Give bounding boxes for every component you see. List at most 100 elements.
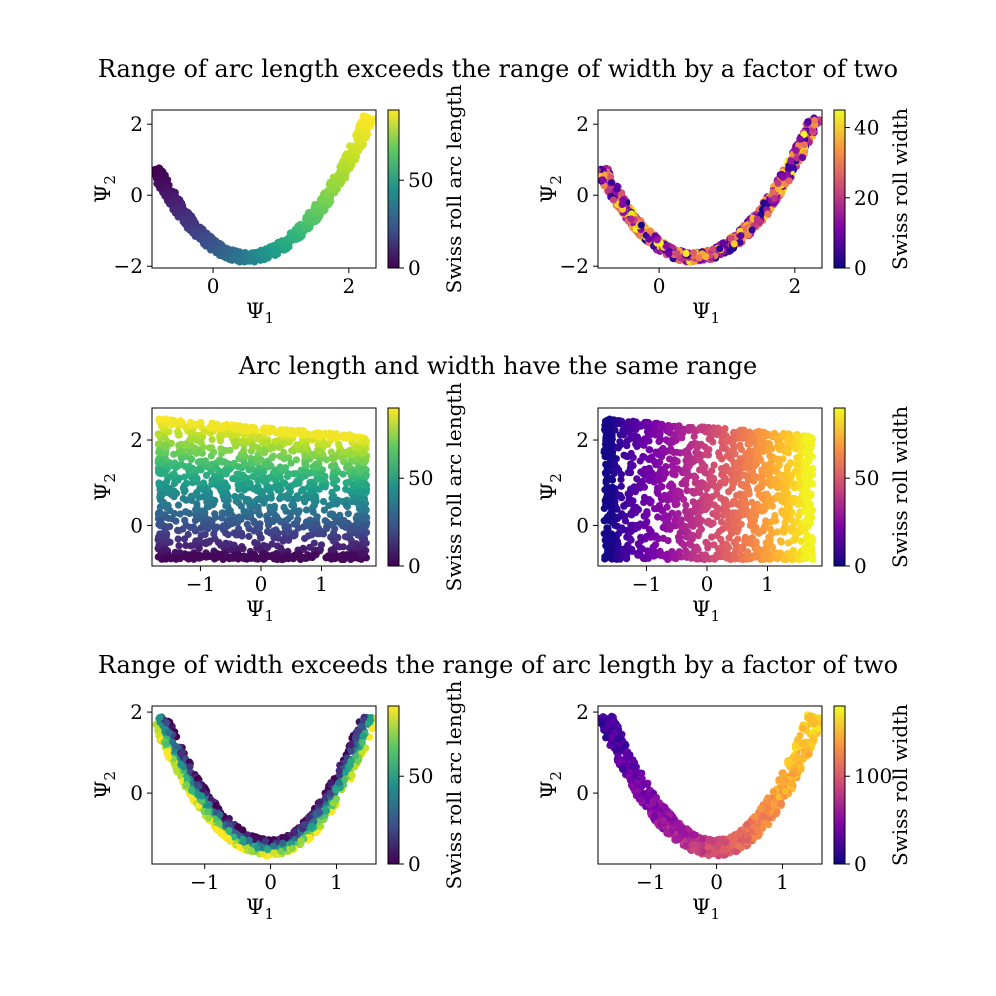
data-point bbox=[174, 535, 182, 543]
data-point bbox=[203, 498, 211, 506]
data-point bbox=[780, 474, 789, 482]
data-point bbox=[753, 500, 762, 508]
colorbar-tick-label: 50 bbox=[408, 168, 433, 192]
data-point bbox=[801, 506, 809, 514]
data-point bbox=[158, 458, 167, 466]
data-point bbox=[178, 419, 186, 427]
data-point bbox=[362, 133, 370, 142]
axes-frame bbox=[597, 109, 823, 269]
data-point bbox=[240, 460, 248, 468]
data-point bbox=[682, 501, 690, 509]
data-point bbox=[188, 496, 196, 504]
data-point bbox=[295, 479, 303, 487]
data-point bbox=[245, 532, 253, 541]
data-point bbox=[346, 450, 354, 459]
data-point bbox=[203, 493, 212, 501]
data-point bbox=[657, 423, 665, 431]
data-point bbox=[175, 205, 183, 213]
data-point bbox=[317, 195, 325, 203]
data-point bbox=[620, 502, 628, 510]
data-point bbox=[683, 487, 691, 495]
data-point bbox=[795, 453, 804, 461]
data-point bbox=[218, 514, 226, 522]
data-point bbox=[784, 504, 792, 512]
data-point bbox=[242, 508, 250, 516]
data-point bbox=[356, 143, 364, 151]
data-point bbox=[699, 466, 707, 474]
data-point bbox=[784, 443, 792, 451]
data-point bbox=[616, 438, 624, 446]
data-point bbox=[241, 452, 249, 460]
data-point bbox=[720, 474, 729, 482]
data-point bbox=[301, 452, 309, 460]
data-point bbox=[662, 469, 670, 477]
data-point bbox=[780, 492, 788, 500]
data-point bbox=[764, 210, 772, 218]
data-point bbox=[323, 190, 331, 198]
data-point bbox=[760, 506, 769, 514]
data-point bbox=[161, 525, 169, 533]
data-point bbox=[243, 520, 251, 528]
data-point bbox=[205, 233, 213, 242]
data-point bbox=[165, 188, 173, 196]
data-point bbox=[355, 500, 363, 508]
data-point bbox=[250, 527, 258, 535]
data-point bbox=[224, 492, 232, 500]
data-point bbox=[643, 472, 652, 480]
data-point bbox=[769, 188, 777, 196]
data-point bbox=[200, 486, 208, 494]
data-point bbox=[297, 487, 305, 495]
data-point bbox=[294, 223, 302, 231]
data-point bbox=[717, 518, 726, 526]
data-point bbox=[286, 235, 294, 243]
data-point bbox=[207, 424, 215, 432]
data-point bbox=[760, 555, 769, 563]
data-point bbox=[357, 437, 365, 446]
y-axis-label: Ψ2 bbox=[537, 175, 565, 203]
data-point bbox=[283, 491, 291, 499]
data-point bbox=[195, 544, 203, 553]
data-point bbox=[800, 141, 809, 149]
data-point bbox=[768, 502, 777, 510]
y-axis-label: Ψ2 bbox=[537, 473, 565, 501]
x-axis-label: Ψ1 bbox=[246, 597, 274, 625]
data-point bbox=[742, 450, 750, 458]
data-point bbox=[207, 460, 216, 468]
data-point bbox=[733, 513, 741, 521]
data-point bbox=[309, 463, 317, 471]
data-point bbox=[270, 247, 279, 255]
data-point bbox=[742, 429, 750, 437]
data-point bbox=[249, 424, 257, 432]
data-point bbox=[254, 483, 262, 491]
data-point bbox=[662, 436, 670, 444]
data-point bbox=[210, 448, 218, 456]
data-point bbox=[644, 431, 653, 439]
data-point bbox=[293, 441, 301, 449]
data-point bbox=[329, 184, 337, 192]
data-point bbox=[197, 524, 205, 532]
data-point bbox=[264, 247, 272, 255]
data-point bbox=[804, 118, 812, 126]
data-point bbox=[609, 453, 617, 461]
data-point bbox=[756, 218, 764, 226]
data-point bbox=[719, 239, 727, 247]
data-point bbox=[732, 499, 740, 507]
data-point bbox=[278, 237, 286, 245]
data-point bbox=[292, 456, 300, 464]
data-point bbox=[302, 442, 310, 450]
data-point bbox=[260, 427, 268, 435]
data-point bbox=[608, 435, 616, 443]
data-point bbox=[342, 150, 351, 158]
data-point bbox=[163, 483, 171, 492]
data-point bbox=[599, 176, 607, 184]
data-point bbox=[655, 437, 663, 446]
data-point bbox=[637, 533, 645, 541]
data-point bbox=[616, 491, 624, 499]
data-point bbox=[261, 474, 269, 482]
data-point bbox=[742, 500, 750, 508]
data-point bbox=[697, 525, 705, 533]
data-point bbox=[732, 542, 741, 550]
data-point bbox=[710, 541, 718, 549]
